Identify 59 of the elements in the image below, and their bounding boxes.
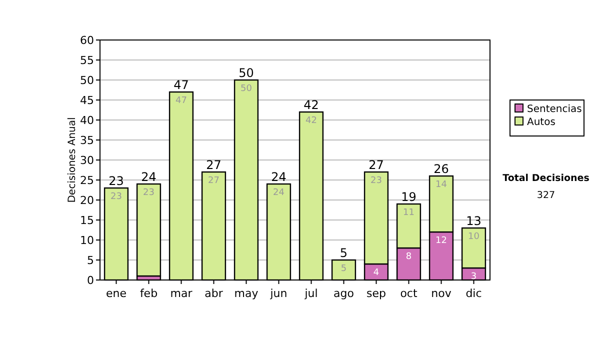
data-label: 3 — [470, 272, 477, 282]
x-tick-label: sep — [366, 287, 386, 300]
total-label: 42 — [304, 98, 319, 112]
data-label: 47 — [176, 96, 187, 106]
data-label: 10 — [468, 232, 480, 242]
total-label: 50 — [238, 66, 254, 80]
y-tick-label: 30 — [80, 154, 94, 167]
total-label: 27 — [368, 158, 384, 172]
data-label: 27 — [208, 176, 220, 186]
data-label: 4 — [373, 268, 380, 278]
y-axis-title: Decisiones Anual — [67, 117, 78, 203]
y-tick-label: 40 — [80, 114, 94, 127]
y-tick-label: 50 — [80, 74, 94, 87]
y-tick-label: 10 — [80, 234, 94, 247]
x-tick-label: nov — [431, 287, 452, 300]
data-label: 8 — [406, 252, 412, 262]
bar — [136, 183, 162, 277]
x-tick-label: jun — [269, 287, 288, 300]
total-label: 19 — [401, 190, 416, 204]
data-label: 24 — [273, 188, 285, 198]
data-label: 23 — [110, 192, 122, 202]
total-label: 23 — [108, 174, 124, 188]
x-tick-label: ago — [334, 287, 354, 300]
legend-label: Autos — [527, 117, 556, 128]
text: Total Decisiones — [502, 173, 590, 184]
total-label: 24 — [271, 170, 286, 184]
total-label: 5 — [340, 246, 348, 260]
x-tick-label: jul — [304, 287, 318, 300]
data-label: 12 — [436, 236, 447, 246]
data-label: 23 — [370, 176, 382, 186]
y-tick-label: 55 — [80, 54, 94, 67]
x-tick-label: oct — [400, 287, 418, 300]
data-label: 50 — [240, 84, 252, 94]
total-label: 27 — [206, 158, 222, 172]
y-tick-label: 15 — [80, 214, 94, 227]
x-tick-label: mar — [170, 287, 193, 300]
text: 327 — [536, 190, 556, 201]
total-label: 26 — [434, 162, 449, 176]
data-label: 23 — [143, 188, 154, 198]
y-tick-label: 20 — [80, 194, 94, 207]
data-label: 11 — [403, 208, 414, 218]
y-tick-label: 35 — [80, 134, 94, 147]
x-tick-label: ene — [106, 287, 127, 300]
total-label: 24 — [141, 170, 156, 184]
x-tick-label: abr — [204, 287, 224, 300]
y-tick-label: 5 — [87, 254, 94, 267]
x-tick-label: feb — [140, 287, 158, 300]
y-tick-label: 25 — [80, 174, 94, 187]
x-tick-label: dic — [466, 287, 482, 300]
y-tick-label: 0 — [87, 274, 94, 287]
y-tick-label: 45 — [80, 94, 94, 107]
total-label: 13 — [466, 214, 482, 228]
data-label: 5 — [340, 264, 347, 274]
data-label: 42 — [306, 116, 317, 126]
y-tick-label: 60 — [80, 34, 94, 47]
data-label: 14 — [436, 180, 448, 190]
total-label: 47 — [174, 78, 189, 92]
x-tick-label: may — [234, 287, 259, 300]
legend-label: Sentencias — [527, 104, 582, 115]
